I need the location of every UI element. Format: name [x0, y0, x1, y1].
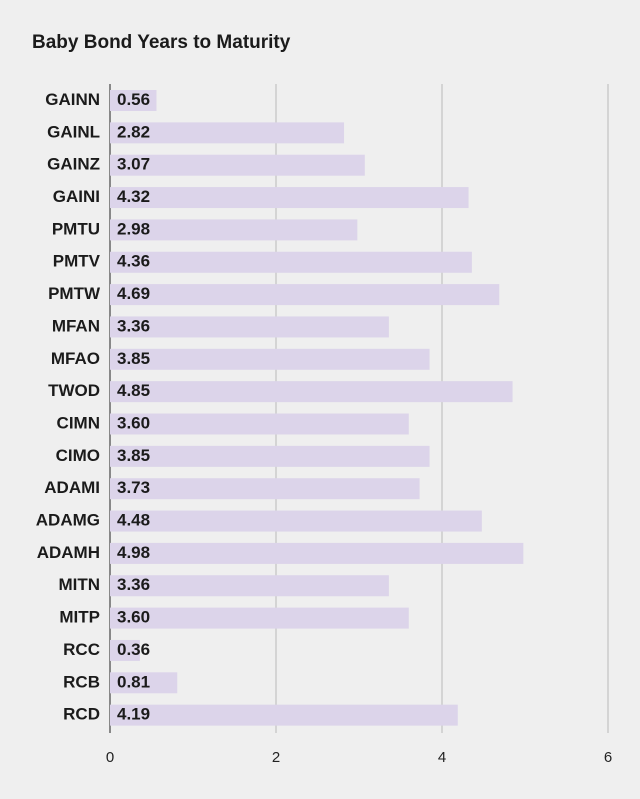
category-label: CIMO: [56, 446, 100, 465]
chart-title: Baby Bond Years to Maturity: [32, 32, 291, 53]
category-label: GAINI: [53, 187, 100, 206]
bar: [110, 445, 430, 467]
bar: [110, 413, 409, 435]
bar: [110, 639, 140, 661]
category-label: GAINN: [45, 90, 100, 109]
value-label: 3.60: [117, 413, 150, 432]
bar: [110, 575, 389, 597]
bar: [110, 90, 157, 111]
x-tick-label: 0: [106, 749, 114, 766]
value-label: 3.60: [117, 608, 150, 627]
value-label: 3.85: [117, 446, 150, 465]
category-label: MFAO: [51, 349, 100, 368]
bar: [110, 542, 524, 564]
category-label: PMTV: [53, 252, 101, 271]
bar: [110, 316, 389, 338]
category-label: CIMN: [57, 413, 100, 432]
value-label: 3.85: [117, 349, 150, 368]
bar: [110, 284, 500, 306]
category-label: RCC: [63, 640, 100, 659]
bar: [110, 510, 482, 532]
category-label: PMTW: [48, 284, 101, 303]
value-label: 4.69: [117, 284, 150, 303]
value-label: 4.36: [117, 252, 150, 271]
bar: [110, 219, 358, 241]
bar: [110, 348, 430, 370]
x-tick-label: 4: [438, 749, 446, 766]
bar: [110, 704, 458, 726]
bar: [110, 154, 365, 176]
category-label: RCD: [63, 705, 100, 724]
category-label: MFAN: [52, 316, 100, 335]
value-label: 0.56: [117, 90, 150, 109]
category-label: RCB: [63, 672, 100, 691]
bar: [110, 122, 345, 144]
bar: [110, 251, 472, 273]
bar: [110, 187, 469, 209]
category-label: MITN: [58, 575, 100, 594]
category-label: ADAMG: [36, 511, 100, 530]
value-label: 0.81: [117, 672, 150, 691]
category-label: TWOD: [48, 381, 100, 400]
x-tick-label: 6: [604, 749, 612, 766]
category-label: PMTU: [52, 219, 100, 238]
value-label: 3.36: [117, 316, 150, 335]
bar: [110, 478, 420, 500]
category-label: MITP: [59, 608, 100, 627]
bar: [110, 672, 178, 694]
category-label: GAINL: [47, 122, 100, 141]
value-label: 3.07: [117, 155, 150, 174]
value-label: 2.82: [117, 122, 150, 141]
value-label: 3.36: [117, 575, 150, 594]
value-label: 4.98: [117, 543, 150, 562]
bar: [110, 381, 513, 403]
value-label: 0.36: [117, 640, 150, 659]
bar: [110, 607, 409, 629]
value-label: 4.19: [117, 705, 150, 724]
value-label: 2.98: [117, 219, 150, 238]
category-label: ADAMH: [37, 543, 100, 562]
category-label: GAINZ: [47, 155, 100, 174]
value-label: 4.48: [117, 511, 150, 530]
x-tick-label: 2: [272, 749, 280, 766]
category-label: ADAMI: [44, 478, 100, 497]
value-label: 4.85: [117, 381, 150, 400]
value-label: 4.32: [117, 187, 150, 206]
value-label: 3.73: [117, 478, 150, 497]
